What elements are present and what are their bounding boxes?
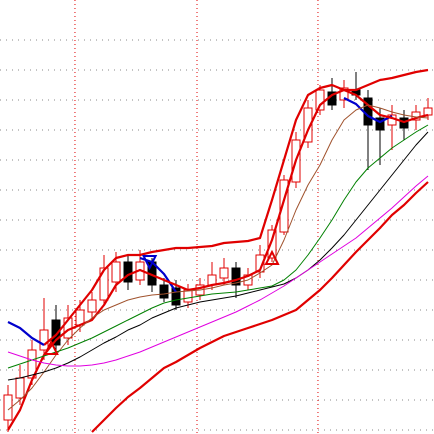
signal-marker <box>264 249 280 265</box>
candle-body <box>39 329 49 351</box>
ma-line <box>7 124 429 369</box>
candle-body <box>315 89 325 111</box>
candle-body <box>231 267 241 286</box>
candle-body <box>99 267 109 301</box>
candle-body <box>51 319 61 346</box>
ma-line <box>7 131 429 381</box>
ma-line <box>91 181 429 433</box>
candle-body <box>423 107 433 116</box>
candle-body <box>267 229 277 259</box>
ma-line <box>7 175 429 367</box>
candle-body <box>159 284 169 299</box>
candle-body <box>171 287 181 306</box>
candle-body <box>375 117 385 131</box>
candle-body <box>15 377 25 399</box>
candle-body <box>111 261 121 283</box>
candle-body <box>255 254 265 273</box>
candle-body <box>219 267 229 279</box>
ma-line <box>7 104 429 411</box>
ma-line <box>43 68 429 346</box>
candle-body <box>123 261 133 283</box>
candle-body <box>303 107 313 143</box>
candle-body <box>87 299 97 313</box>
candle-body <box>3 394 13 421</box>
candle-body <box>339 87 349 101</box>
signal-marker <box>141 255 158 271</box>
candle-body <box>279 179 289 233</box>
signal-marker <box>43 339 59 355</box>
ma-line <box>7 88 429 431</box>
candle-body <box>183 289 193 303</box>
